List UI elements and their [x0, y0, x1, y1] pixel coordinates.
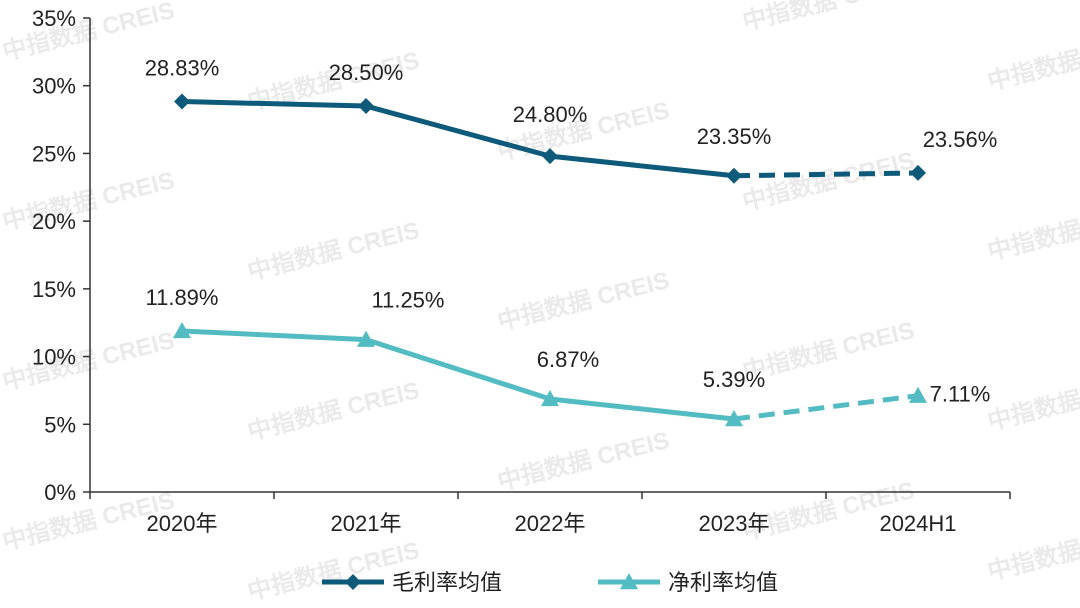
y-tick-label: 10% [32, 345, 76, 370]
data-point-marker [726, 167, 742, 184]
watermark-text: 中指数据 CREIS [0, 327, 177, 396]
series-layer [173, 93, 927, 427]
watermark-text: 中指数据 CREIS [495, 427, 672, 496]
legend-label: 毛利率均值 [392, 570, 502, 595]
series-line-dashed [733, 393, 919, 422]
data-label: 23.56% [923, 127, 998, 152]
data-point-marker [173, 321, 191, 339]
data-point-marker [357, 330, 375, 347]
watermark-text: 中指数据 CREIS [245, 217, 422, 286]
legend-marker [345, 574, 361, 590]
watermark-text: 中指数据 CREIS [985, 517, 1080, 586]
watermark-text: 中指数据 CREIS [985, 27, 1080, 96]
watermark-text: 中指数据 CREIS [740, 317, 917, 386]
data-label: 6.87% [537, 347, 599, 372]
data-label: 24.80% [513, 102, 588, 127]
y-tick-label: 5% [44, 412, 76, 437]
watermark-text: 中指数据 CREIS [985, 367, 1080, 436]
watermark-text: 中指数据 CREIS [495, 267, 672, 336]
data-point-marker [910, 164, 926, 181]
legend-label: 净利率均值 [668, 570, 778, 595]
data-label: 11.25% [372, 288, 445, 313]
y-tick-label: 0% [44, 480, 76, 505]
x-tick-label: 2023年 [699, 511, 770, 536]
x-tick-label: 2024H1 [879, 511, 956, 536]
y-tick-label: 25% [32, 141, 76, 166]
data-point-marker [542, 148, 558, 165]
y-tick-label: 30% [32, 74, 76, 99]
x-tick-label: 2022年 [515, 511, 586, 536]
data-label: 28.50% [329, 60, 404, 85]
series-line-solid [179, 99, 737, 179]
data-label: 5.39% [703, 367, 765, 392]
y-tick-label: 15% [32, 277, 76, 302]
data-point-marker [541, 389, 559, 407]
watermark-text: 中指数据 CREIS [985, 197, 1080, 266]
data-point-marker [725, 410, 743, 427]
data-point-marker [909, 386, 927, 403]
y-tick-label: 35% [32, 6, 76, 31]
data-label: 23.35% [697, 124, 772, 149]
watermark-text: 中指数据 CREIS [0, 167, 177, 236]
legend-marker [620, 573, 638, 590]
watermark-text: 中指数据 CREIS [245, 377, 422, 446]
legend: 毛利率均值 净利率均值 [322, 570, 778, 595]
data-label: 11.89% [146, 285, 219, 310]
series-line-dashed [733, 170, 919, 179]
axes: 0% 5% 10% 15% 20% 25% 30% 35% 2020年 2021年 2022年 202… [32, 6, 1011, 536]
data-point-marker [174, 93, 190, 110]
data-labels: 28.83% 28.50% 24.80% 23.35% 23.56% 11.89% 11.2… [145, 56, 998, 407]
data-label: 28.83% [145, 56, 220, 81]
x-tick-label: 2021年 [331, 511, 402, 536]
watermark-text: 中指数据 CREIS [740, 147, 917, 216]
x-tick-label: 2020年 [147, 511, 218, 536]
data-point-marker [358, 98, 374, 115]
data-label: 7.11% [930, 382, 991, 407]
watermark-text: 中指数据 CREIS [740, 0, 917, 36]
series-line-solid [179, 328, 737, 422]
y-tick-label: 20% [32, 209, 76, 234]
